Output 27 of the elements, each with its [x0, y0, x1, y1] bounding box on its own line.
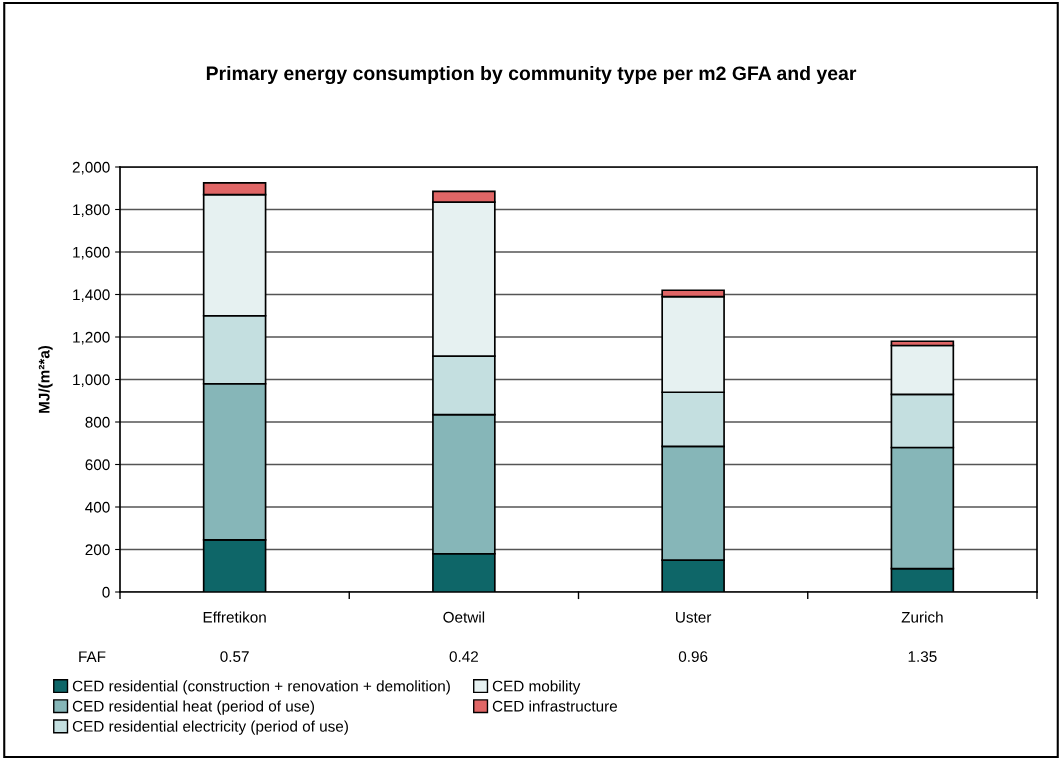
text: 0.96 — [678, 651, 708, 662]
text: 0.42 — [449, 651, 478, 662]
legend-label: CED residential heat (period of use) — [72, 700, 315, 715]
legend-label: CED infrastructure — [492, 700, 618, 712]
text: FAF — [79, 651, 106, 662]
x-tick-label: Uster — [676, 612, 712, 623]
legend-label: CED mobility — [492, 680, 581, 695]
y-tick-label: 2,000 — [72, 161, 110, 175]
y-axis-title: MJ/(m²*a) — [38, 345, 53, 413]
x-tick-label: Oetwil — [443, 611, 485, 623]
y-tick-label: 400 — [85, 501, 110, 513]
y-tick-label: 600 — [85, 459, 110, 471]
y-tick-label: 1,600 — [73, 246, 110, 260]
x-tick-label: Zurich — [901, 611, 943, 623]
y-tick-label: 1,200 — [73, 331, 110, 345]
legend-label: CED residential electricity (period of use) — [72, 720, 348, 735]
y-tick-label: 0 — [102, 586, 110, 598]
y-tick-label: 1,800 — [73, 204, 110, 217]
legend-label: CED residential (construction + renovation + demolition) — [72, 680, 450, 695]
y-tick-label: 800 — [85, 416, 110, 428]
x-tick-label: Effretikon — [203, 611, 266, 623]
y-tick-label: 1,400 — [73, 289, 110, 302]
text: 1.35 — [908, 651, 937, 662]
text: 0.57 — [220, 651, 249, 662]
y-tick-label: 200 — [85, 544, 110, 556]
chart-title: Primary energy consumption by community type per m2 GFA and year — [206, 65, 857, 85]
y-tick-label: 1,000 — [73, 374, 110, 387]
